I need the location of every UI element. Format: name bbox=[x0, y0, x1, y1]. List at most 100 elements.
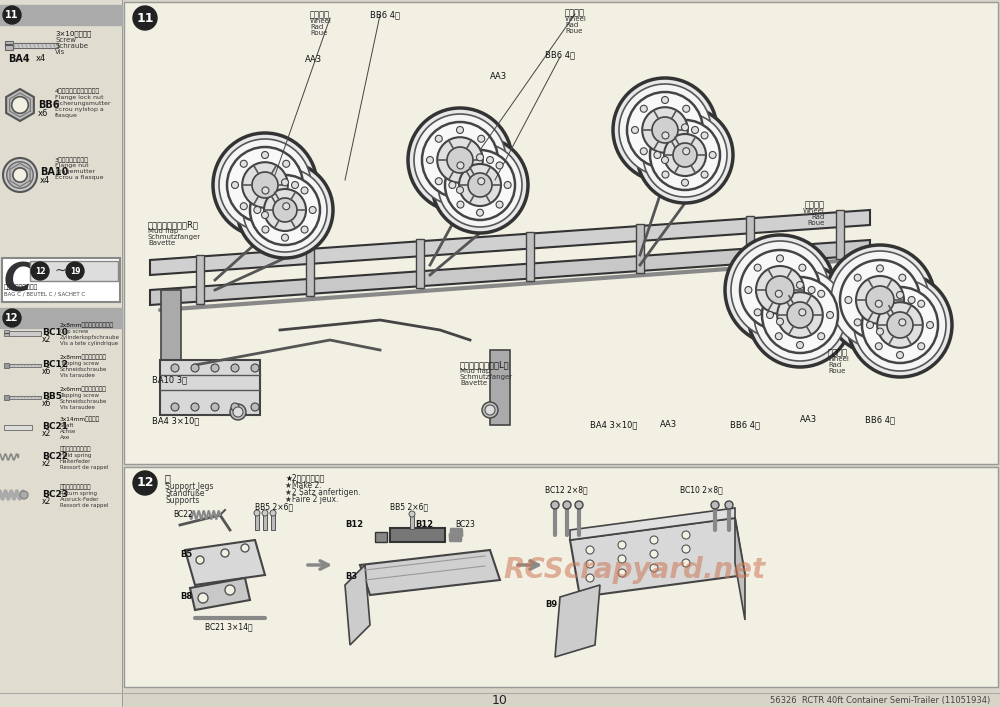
Circle shape bbox=[682, 179, 688, 186]
Text: 2x8mmキャップスクリュー: 2x8mmキャップスクリュー bbox=[60, 322, 114, 327]
Circle shape bbox=[254, 206, 261, 214]
Circle shape bbox=[485, 405, 495, 415]
Circle shape bbox=[766, 276, 794, 304]
Text: Mud flap: Mud flap bbox=[148, 228, 178, 234]
Circle shape bbox=[496, 201, 503, 208]
Circle shape bbox=[618, 541, 626, 549]
Circle shape bbox=[650, 536, 658, 544]
Circle shape bbox=[191, 364, 199, 372]
Bar bbox=[306, 247, 314, 296]
Text: ★2個作ります。: ★2個作ります。 bbox=[285, 473, 324, 482]
Circle shape bbox=[456, 127, 464, 134]
Circle shape bbox=[240, 160, 247, 168]
Bar bbox=[746, 216, 754, 265]
Circle shape bbox=[66, 262, 84, 280]
Text: BA4 3×10㎜: BA4 3×10㎜ bbox=[152, 416, 199, 425]
Circle shape bbox=[586, 560, 594, 568]
Circle shape bbox=[652, 117, 678, 143]
Circle shape bbox=[414, 114, 506, 206]
Circle shape bbox=[642, 107, 688, 153]
Circle shape bbox=[563, 501, 571, 509]
Circle shape bbox=[627, 92, 703, 168]
Text: AA3: AA3 bbox=[800, 415, 817, 424]
Circle shape bbox=[908, 296, 915, 303]
Bar bbox=[9, 396, 41, 399]
Circle shape bbox=[447, 147, 473, 173]
Text: Vis taraudee: Vis taraudee bbox=[60, 373, 95, 378]
Circle shape bbox=[637, 107, 733, 203]
Circle shape bbox=[252, 172, 278, 198]
Bar bbox=[390, 528, 445, 542]
Circle shape bbox=[13, 168, 27, 182]
Circle shape bbox=[754, 269, 846, 361]
Text: ホールドスプリング: ホールドスプリング bbox=[60, 446, 92, 452]
Text: Rad: Rad bbox=[828, 362, 841, 368]
Text: BC21: BC21 bbox=[42, 422, 68, 431]
Circle shape bbox=[875, 300, 882, 308]
Circle shape bbox=[270, 510, 276, 516]
Circle shape bbox=[799, 264, 806, 271]
Circle shape bbox=[586, 546, 594, 554]
Circle shape bbox=[551, 501, 559, 509]
Text: Rad: Rad bbox=[310, 24, 323, 30]
Circle shape bbox=[650, 120, 720, 190]
Circle shape bbox=[808, 286, 815, 293]
Text: BAG C / BEUTEL C / SACHET C: BAG C / BEUTEL C / SACHET C bbox=[4, 291, 85, 296]
Circle shape bbox=[227, 147, 303, 223]
Circle shape bbox=[20, 491, 28, 499]
Text: Vis taraudee: Vis taraudee bbox=[60, 405, 95, 410]
Text: Bavette: Bavette bbox=[148, 240, 175, 246]
Circle shape bbox=[799, 309, 806, 316]
Text: BB6 4㎜: BB6 4㎜ bbox=[545, 50, 575, 59]
Text: BB6: BB6 bbox=[38, 100, 60, 110]
Circle shape bbox=[211, 364, 219, 372]
Circle shape bbox=[504, 182, 511, 189]
Circle shape bbox=[711, 501, 719, 509]
Text: Roue: Roue bbox=[565, 28, 582, 34]
Circle shape bbox=[619, 84, 711, 176]
Circle shape bbox=[432, 137, 528, 233]
Polygon shape bbox=[150, 210, 870, 275]
Bar bbox=[526, 232, 534, 281]
Text: Supports: Supports bbox=[165, 496, 199, 505]
Circle shape bbox=[240, 203, 247, 210]
Circle shape bbox=[854, 279, 946, 371]
Bar bbox=[124, 467, 998, 687]
Circle shape bbox=[459, 164, 501, 206]
Circle shape bbox=[422, 122, 498, 198]
Circle shape bbox=[775, 291, 782, 297]
Circle shape bbox=[262, 226, 269, 233]
Circle shape bbox=[309, 206, 316, 214]
Text: 2x6mmタッピングビス: 2x6mmタッピングビス bbox=[60, 386, 107, 392]
Circle shape bbox=[262, 151, 268, 158]
Text: x4: x4 bbox=[40, 176, 50, 185]
Circle shape bbox=[896, 291, 904, 298]
Text: BC10: BC10 bbox=[42, 328, 68, 337]
Circle shape bbox=[899, 274, 906, 281]
Circle shape bbox=[896, 351, 904, 358]
Text: Schraube: Schraube bbox=[55, 43, 88, 49]
Circle shape bbox=[866, 322, 873, 329]
Circle shape bbox=[231, 364, 239, 372]
Text: AA3: AA3 bbox=[490, 72, 507, 81]
Text: Schmutzfanger: Schmutzfanger bbox=[148, 234, 201, 240]
Bar bbox=[0, 5, 122, 25]
Circle shape bbox=[262, 187, 269, 194]
Circle shape bbox=[776, 318, 784, 325]
Text: Hold spring: Hold spring bbox=[60, 453, 91, 458]
Text: BB5 2×6㎜: BB5 2×6㎜ bbox=[390, 502, 428, 511]
Text: リターンスプリング: リターンスプリング bbox=[60, 484, 92, 489]
Circle shape bbox=[662, 96, 668, 103]
Polygon shape bbox=[735, 518, 745, 620]
Bar bbox=[2, 258, 120, 302]
Circle shape bbox=[496, 162, 503, 169]
Circle shape bbox=[3, 309, 21, 327]
Circle shape bbox=[3, 6, 21, 24]
Polygon shape bbox=[190, 578, 250, 610]
Circle shape bbox=[231, 182, 238, 189]
Text: Ausruck-Feder: Ausruck-Feder bbox=[60, 497, 100, 502]
Circle shape bbox=[213, 133, 317, 237]
Bar bbox=[416, 239, 424, 288]
Circle shape bbox=[230, 404, 246, 420]
Circle shape bbox=[198, 593, 208, 603]
